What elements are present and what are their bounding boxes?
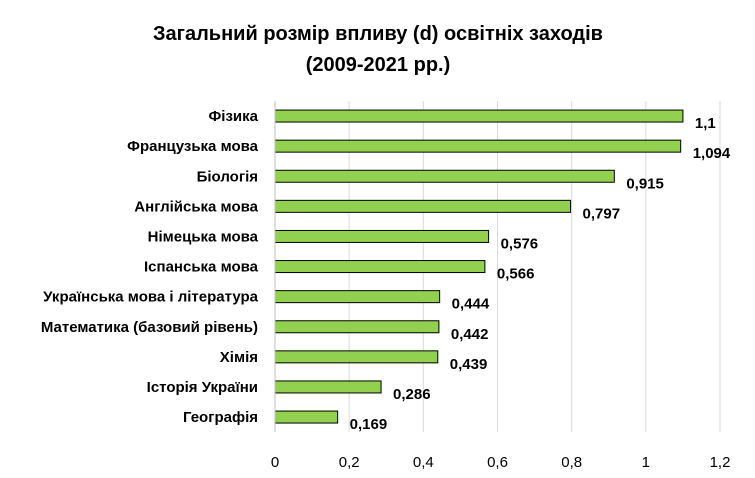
- category-label: Французька мова: [127, 138, 259, 155]
- value-label: 0,576: [501, 235, 539, 252]
- x-tick-label: 0,6: [487, 454, 508, 471]
- x-tick-label: 0,2: [339, 454, 360, 471]
- category-label: Історія України: [147, 379, 258, 396]
- x-tick-label: 0: [271, 454, 279, 471]
- bar: [274, 320, 440, 334]
- value-label: 0,169: [350, 416, 388, 433]
- category-label: Фізика: [209, 108, 259, 125]
- bar: [274, 380, 382, 394]
- bar: [274, 350, 439, 364]
- bars: [274, 109, 684, 424]
- category-label: Хімія: [220, 349, 258, 366]
- chart-subtitle: (2009-2021 рр.): [306, 54, 451, 76]
- bar: [274, 410, 339, 424]
- value-label: 1,094: [693, 145, 731, 162]
- category-label: Англійська мова: [134, 198, 258, 215]
- category-labels: Фізика Французька мова Біологія Англійська …: [41, 108, 259, 426]
- category-label: Географія: [183, 409, 258, 426]
- category-label: Біологія: [197, 168, 258, 185]
- x-tick-label: 0,4: [413, 454, 434, 471]
- value-label: 0,915: [626, 175, 664, 192]
- category-label: Іспанська мова: [144, 259, 259, 276]
- bar: [274, 260, 486, 274]
- bar: [274, 290, 441, 304]
- value-label: 0,442: [451, 326, 489, 343]
- x-tick-label: 0,8: [561, 454, 582, 471]
- bar: [274, 169, 615, 183]
- value-label: 0,566: [497, 266, 535, 283]
- value-label: 0,439: [450, 356, 488, 373]
- bar: [274, 109, 684, 123]
- bar: [274, 229, 490, 243]
- value-label: 0,797: [583, 205, 621, 222]
- category-label: Німецька мова: [148, 228, 259, 245]
- category-label: Українська мова і література: [43, 289, 258, 306]
- bar: [274, 139, 682, 153]
- value-label: 0,444: [452, 296, 490, 313]
- x-tick-label: 1: [642, 454, 650, 471]
- x-tick-label: 1,2: [710, 454, 731, 471]
- value-label: 1,1: [695, 115, 716, 132]
- x-axis-ticks: 0 0,2 0,4 0,6 0,8 1 1,2: [271, 454, 731, 471]
- chart-title: Загальний розмір впливу (d) освітніх зах…: [153, 23, 603, 45]
- bar: [274, 199, 572, 213]
- value-labels: 1,1 1,094 0,915 0,797 0,576 0,566 0,444 0,442 0,…: [350, 115, 731, 433]
- grid-lines: [348, 101, 721, 432]
- category-label: Математика (базовий рівень): [41, 319, 258, 336]
- value-label: 0,286: [393, 386, 431, 403]
